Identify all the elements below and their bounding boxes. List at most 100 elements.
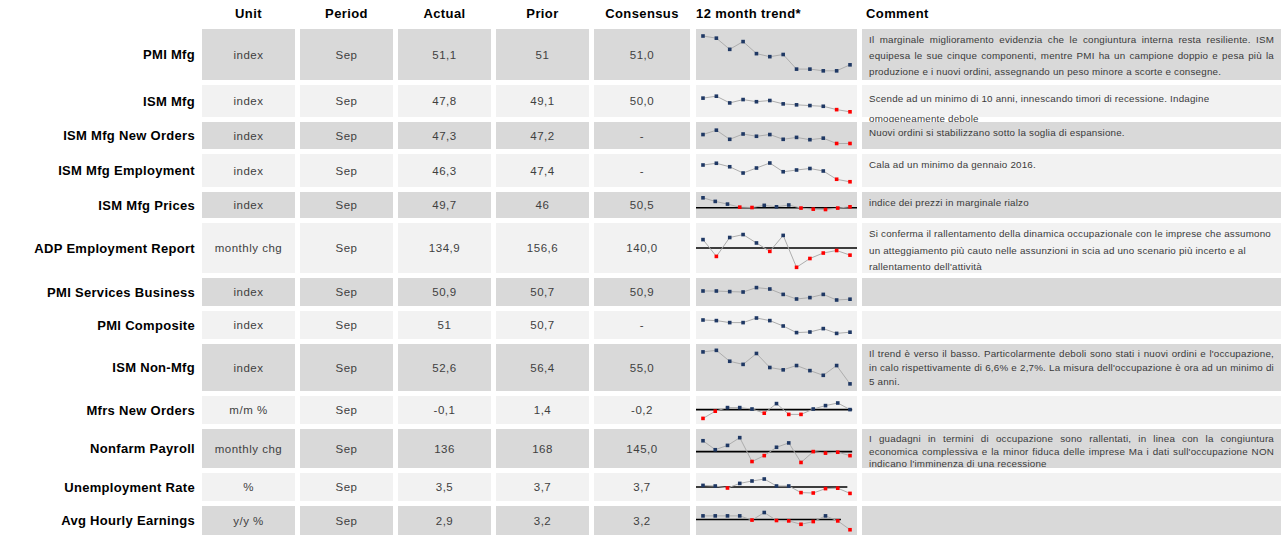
comment-text: Si conferma il rallentamento della dinam… [862, 223, 1281, 278]
actual-cell: 136 [398, 429, 491, 468]
actual-cell: 2,9 [398, 506, 491, 535]
comment-cell [862, 506, 1281, 535]
unit-cell: m/m % [202, 396, 295, 424]
trend-cell [696, 278, 857, 306]
prior-cell: 3,2 [496, 506, 589, 535]
row-label: Mfrs New Orders [0, 396, 199, 424]
column-header-trend: 12 month trend* [696, 6, 861, 21]
trend-cell [696, 473, 857, 501]
sparkline-chart [696, 429, 857, 468]
row-label: PMI Services Business [0, 278, 199, 306]
sparkline-chart [696, 473, 857, 501]
period-cell: Sep [300, 192, 393, 218]
comment-cell: I guadagni in termini di occupazione son… [862, 429, 1281, 468]
comment-cell: Scende ad un minimo di 10 anni, innescan… [862, 85, 1281, 117]
prior-cell: 49,1 [496, 85, 589, 117]
consensus-cell: 3,2 [594, 506, 690, 535]
row-label: ISM Mfg Employment [0, 154, 199, 187]
consensus-cell: 50,0 [594, 85, 690, 117]
comment-text: Il marginale miglioramento evidenzia che… [862, 29, 1281, 82]
trend-cell [696, 429, 857, 468]
comment-cell [862, 278, 1281, 306]
prior-cell: 156,6 [496, 223, 589, 273]
sparkline-chart [696, 311, 857, 339]
consensus-cell: - [594, 122, 690, 149]
comment-text: Nuovi ordini si stabilizzano sotto la so… [862, 122, 1281, 142]
table-row: PMI Services Business index Sep 50,9 50,… [0, 278, 1285, 306]
row-label: ADP Employment Report [0, 223, 199, 273]
unit-cell: index [202, 192, 295, 218]
comment-cell: Cala ad un minimo da gennaio 2016. [862, 154, 1281, 187]
prior-cell: 3,7 [496, 473, 589, 501]
table-body: PMI Mfg index Sep 51,1 51 51,0 Il margin… [0, 29, 1285, 535]
prior-cell: 51 [496, 29, 589, 80]
column-header-unit: Unit [202, 6, 295, 21]
row-label: Avg Hourly Earnings [0, 506, 199, 535]
column-header-prior: Prior [496, 6, 589, 21]
unit-cell: index [202, 122, 295, 149]
unit-cell: % [202, 473, 295, 501]
comment-text [862, 278, 1281, 283]
consensus-cell: 140,0 [594, 223, 690, 273]
prior-cell: 46 [496, 192, 589, 218]
actual-cell: 51 [398, 311, 491, 339]
trend-cell [696, 154, 857, 187]
column-header-period: Period [300, 6, 393, 21]
consensus-cell: 51,0 [594, 29, 690, 80]
row-label: Nonfarm Payroll [0, 429, 199, 468]
consensus-cell: 3,7 [594, 473, 690, 501]
comment-text: Il trend è verso il basso. Particolarmen… [862, 344, 1281, 391]
actual-cell: 134,9 [398, 223, 491, 273]
unit-cell: index [202, 278, 295, 306]
unit-cell: monthly chg [202, 223, 295, 273]
period-cell: Sep [300, 154, 393, 187]
comment-cell: Si conferma il rallentamento della dinam… [862, 223, 1281, 273]
table-row: ISM Mfg index Sep 47,8 49,1 50,0 Scende … [0, 85, 1285, 117]
period-cell: Sep [300, 473, 393, 501]
unit-cell: index [202, 85, 295, 117]
period-cell: Sep [300, 278, 393, 306]
comment-text [862, 311, 1281, 316]
unit-cell: index [202, 29, 295, 80]
table-row: ISM Mfg New Orders index Sep 47,3 47,2 -… [0, 122, 1285, 149]
actual-cell: -0,1 [398, 396, 491, 424]
economic-indicators-report: Unit Period Actual Prior Consensus 12 mo… [0, 0, 1285, 547]
row-label: ISM Non-Mfg [0, 344, 199, 391]
comment-text: I guadagni in termini di occupazione son… [862, 429, 1281, 473]
period-cell: Sep [300, 85, 393, 117]
sparkline-chart [696, 223, 857, 273]
column-header-comment: Comment [866, 6, 1281, 21]
comment-cell: indice dei prezzi in marginale rialzo [862, 192, 1281, 218]
actual-cell: 47,8 [398, 85, 491, 117]
actual-cell: 47,3 [398, 122, 491, 149]
comment-text: Cala ad un minimo da gennaio 2016. [862, 154, 1281, 174]
trend-cell [696, 506, 857, 535]
indicators-table: Unit Period Actual Prior Consensus 12 mo… [0, 6, 1285, 540]
sparkline-chart [696, 278, 857, 306]
period-cell: Sep [300, 429, 393, 468]
trend-cell [696, 192, 857, 218]
column-header-actual: Actual [398, 6, 491, 21]
unit-cell: index [202, 311, 295, 339]
unit-cell: index [202, 344, 295, 391]
sparkline-chart [696, 344, 857, 391]
trend-cell [696, 223, 857, 273]
actual-cell: 46,3 [398, 154, 491, 187]
consensus-cell: 50,9 [594, 278, 690, 306]
table-header-row: Unit Period Actual Prior Consensus 12 mo… [0, 6, 1285, 29]
sparkline-chart [696, 29, 857, 80]
trend-cell [696, 344, 857, 391]
row-label: PMI Composite [0, 311, 199, 339]
comment-cell [862, 473, 1281, 501]
period-cell: Sep [300, 311, 393, 339]
sparkline-chart [696, 396, 857, 424]
table-row: ADP Employment Report monthly chg Sep 13… [0, 223, 1285, 273]
table-row: PMI Mfg index Sep 51,1 51 51,0 Il margin… [0, 29, 1285, 80]
prior-cell: 47,2 [496, 122, 589, 149]
row-label: ISM Mfg Prices [0, 192, 199, 218]
prior-cell: 56,4 [496, 344, 589, 391]
prior-cell: 50,7 [496, 311, 589, 339]
sparkline-chart [696, 85, 857, 117]
comment-text [862, 506, 1281, 511]
consensus-cell: - [594, 154, 690, 187]
